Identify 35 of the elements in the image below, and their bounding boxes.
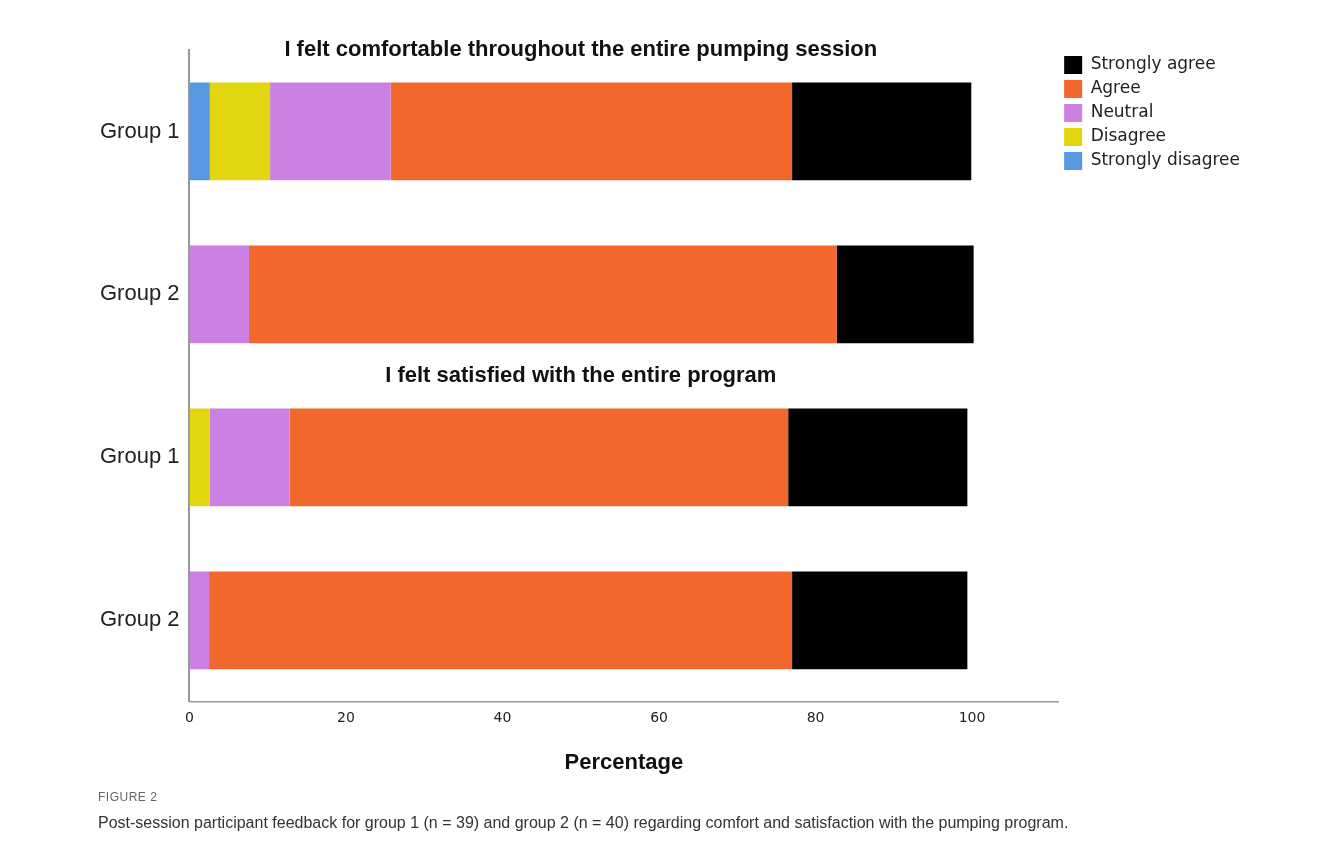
caption: FIGURE 2 [98, 790, 158, 804]
x-axis-title: Percentage [564, 748, 684, 774]
y-tick-label: Group 1 [99, 117, 180, 143]
bar [189, 408, 210, 507]
x-tick-label: 80 [806, 708, 825, 725]
legend-label: Neutral [1090, 101, 1154, 122]
bar [836, 245, 974, 344]
x-tick-label: 100 [958, 708, 986, 725]
x-tick-label: 0 [185, 708, 194, 725]
bar [390, 82, 793, 181]
bar [189, 82, 210, 181]
bar [189, 571, 210, 670]
y-tick-label: Group 2 [99, 606, 180, 632]
annotation: I felt comfortable throughout the entire pumping session [284, 36, 878, 62]
bar [209, 571, 793, 670]
legend-label: Strongly agree [1090, 53, 1216, 74]
legend-label: Disagree [1090, 125, 1167, 146]
y-tick-label: Group 2 [99, 280, 180, 306]
legend-label: Agree [1090, 77, 1141, 98]
bar [209, 408, 290, 507]
legend-label: Strongly disagree [1090, 149, 1240, 170]
x-tick-label: 20 [337, 708, 355, 725]
bar [189, 245, 249, 344]
bar [792, 82, 972, 181]
y-tick-label: Group 1 [99, 443, 180, 469]
bar [209, 82, 271, 181]
bar [248, 245, 837, 344]
x-tick-label: 40 [493, 708, 512, 725]
bar [289, 408, 789, 507]
annotation: I felt satisfied with the entire program [385, 361, 777, 387]
bar [792, 571, 968, 670]
text: Post-session participant feedback for group 1 (n = 39) and group 2 (n = 40) regarding comfort and satisfaction with the pumping program. [98, 814, 1070, 832]
bar [788, 408, 968, 507]
x-tick-label: 60 [650, 708, 668, 725]
bar [270, 82, 391, 181]
